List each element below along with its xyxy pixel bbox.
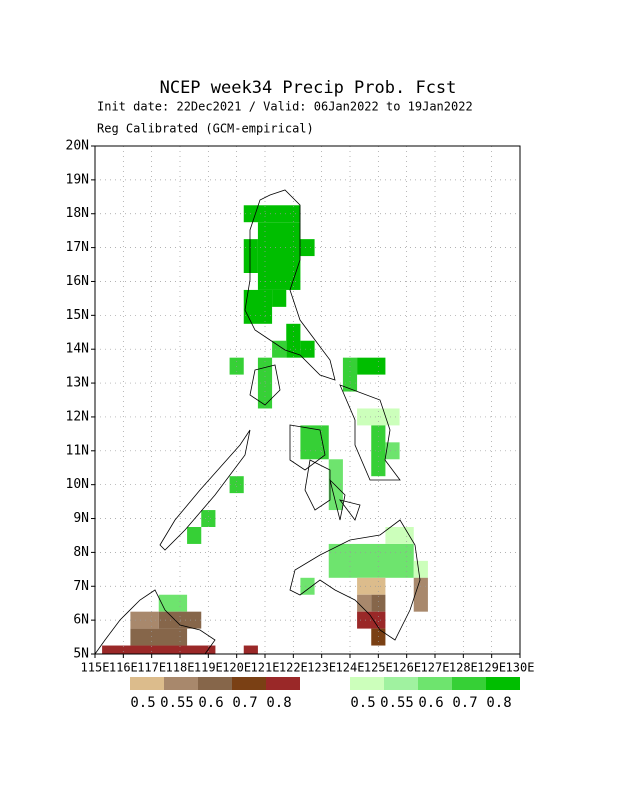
y-tick-label: 13N <box>66 376 89 391</box>
prob-cell <box>371 594 386 612</box>
title: NCEP week34 Precip Prob. Fcst <box>160 78 457 98</box>
legend-swatch <box>452 677 486 690</box>
prob-cell <box>300 239 315 257</box>
legend-label: 0.8 <box>266 695 291 711</box>
y-tick-label: 10N <box>66 477 89 492</box>
legend-swatch <box>350 677 384 690</box>
legend-label: 0.6 <box>418 695 443 711</box>
y-tick-label: 8N <box>73 545 89 560</box>
coastline <box>329 478 346 521</box>
coastline <box>159 429 251 551</box>
legend: 0.5 0.55 0.6 0.7 0.8 0.5 0.55 0.6 0.7 0.8 <box>130 677 520 711</box>
prob-cell <box>357 611 386 629</box>
legend-label: 0.5 <box>350 695 375 711</box>
prob-cell <box>300 340 315 358</box>
y-tick-label: 5N <box>73 647 89 662</box>
prob-cell <box>357 594 372 612</box>
x-tick-label: 125E <box>364 661 393 675</box>
legend-label: 0.8 <box>486 695 511 711</box>
x-tick-label: 116E <box>109 661 138 675</box>
prob-cell <box>243 645 258 654</box>
x-tick-label: 122E <box>279 661 308 675</box>
prob-cell <box>187 527 202 544</box>
y-tick-label: 12N <box>66 409 89 424</box>
x-tick-label: 121E <box>251 661 280 675</box>
y-tick-label: 11N <box>66 443 89 458</box>
prob-cell <box>201 510 216 527</box>
legend-label: 0.55 <box>380 695 414 711</box>
legend-swatch <box>232 677 266 690</box>
x-tick-label: 129E <box>477 661 506 675</box>
legend-label: 0.55 <box>160 695 194 711</box>
x-tick-label: 119E <box>194 661 223 675</box>
prob-cell <box>229 476 244 494</box>
legend-swatch <box>130 677 164 690</box>
legend-label: 0.7 <box>452 695 477 711</box>
subtitle: Init date: 22Dec2021 / Valid: 06Jan2022 … <box>97 100 473 114</box>
y-tick-label: 7N <box>73 579 89 594</box>
legend-label: 0.7 <box>232 695 257 711</box>
coastline <box>249 364 281 406</box>
prob-cell <box>385 442 400 460</box>
prob-cell <box>243 289 273 324</box>
prob-cell <box>357 357 386 375</box>
legend-swatch <box>266 677 300 690</box>
coastline <box>339 499 361 521</box>
y-tick-label: 6N <box>73 613 89 628</box>
x-tick-label: 120E <box>222 661 251 675</box>
legend-label: 0.5 <box>130 695 155 711</box>
x-tick-label: 124E <box>336 661 365 675</box>
legend-label: 0.6 <box>198 695 223 711</box>
x-tick-label: 123E <box>307 661 336 675</box>
prob-cell <box>300 425 329 460</box>
prob-cell <box>158 594 188 612</box>
map-frame <box>94 145 521 655</box>
legend-swatch <box>418 677 452 690</box>
prob-cell <box>342 357 358 392</box>
coastline <box>289 519 421 641</box>
legend-swatch <box>384 677 418 690</box>
y-tick-label: 16N <box>66 274 89 289</box>
prob-cell <box>328 543 414 578</box>
y-tick-label: 14N <box>66 342 89 357</box>
prob-cell <box>286 323 301 358</box>
prob-cell <box>243 205 301 223</box>
coastline <box>94 589 216 655</box>
prob-cell <box>272 340 287 358</box>
y-tick-label: 17N <box>66 240 89 255</box>
y-tick-label: 20N <box>66 139 89 154</box>
prob-cell <box>272 289 287 307</box>
x-tick-label: 126E <box>392 661 421 675</box>
legend-swatch <box>198 677 232 690</box>
legend-swatch <box>486 677 520 690</box>
y-tick-label: 19N <box>66 172 89 187</box>
y-tick-label: 15N <box>66 308 89 323</box>
x-tick-label: 118E <box>166 661 195 675</box>
prob-cell <box>130 611 159 629</box>
coastline <box>339 384 401 481</box>
y-tick-label: 9N <box>73 511 89 526</box>
prob-cell <box>357 577 386 595</box>
prob-cell <box>371 628 386 646</box>
prob-cell <box>102 645 216 654</box>
x-tick-label: 115E <box>81 661 110 675</box>
x-tick-label: 128E <box>449 661 478 675</box>
legend-swatch <box>164 677 198 690</box>
prob-cell <box>257 222 301 290</box>
coastline <box>304 459 331 511</box>
prob-cell <box>130 628 188 646</box>
x-tick-label: 130E <box>506 661 535 675</box>
prob-cell <box>413 560 428 578</box>
note: Reg Calibrated (GCM-empirical) <box>97 122 314 136</box>
x-tick-label: 127E <box>421 661 450 675</box>
x-tick-label: 117E <box>137 661 166 675</box>
prob-cell <box>243 239 258 273</box>
prob-cell <box>413 577 428 612</box>
coastline <box>244 189 336 381</box>
prob-cell <box>371 425 386 477</box>
prob-cell <box>300 577 315 595</box>
y-tick-label: 18N <box>66 206 89 221</box>
coastlines <box>94 189 421 655</box>
